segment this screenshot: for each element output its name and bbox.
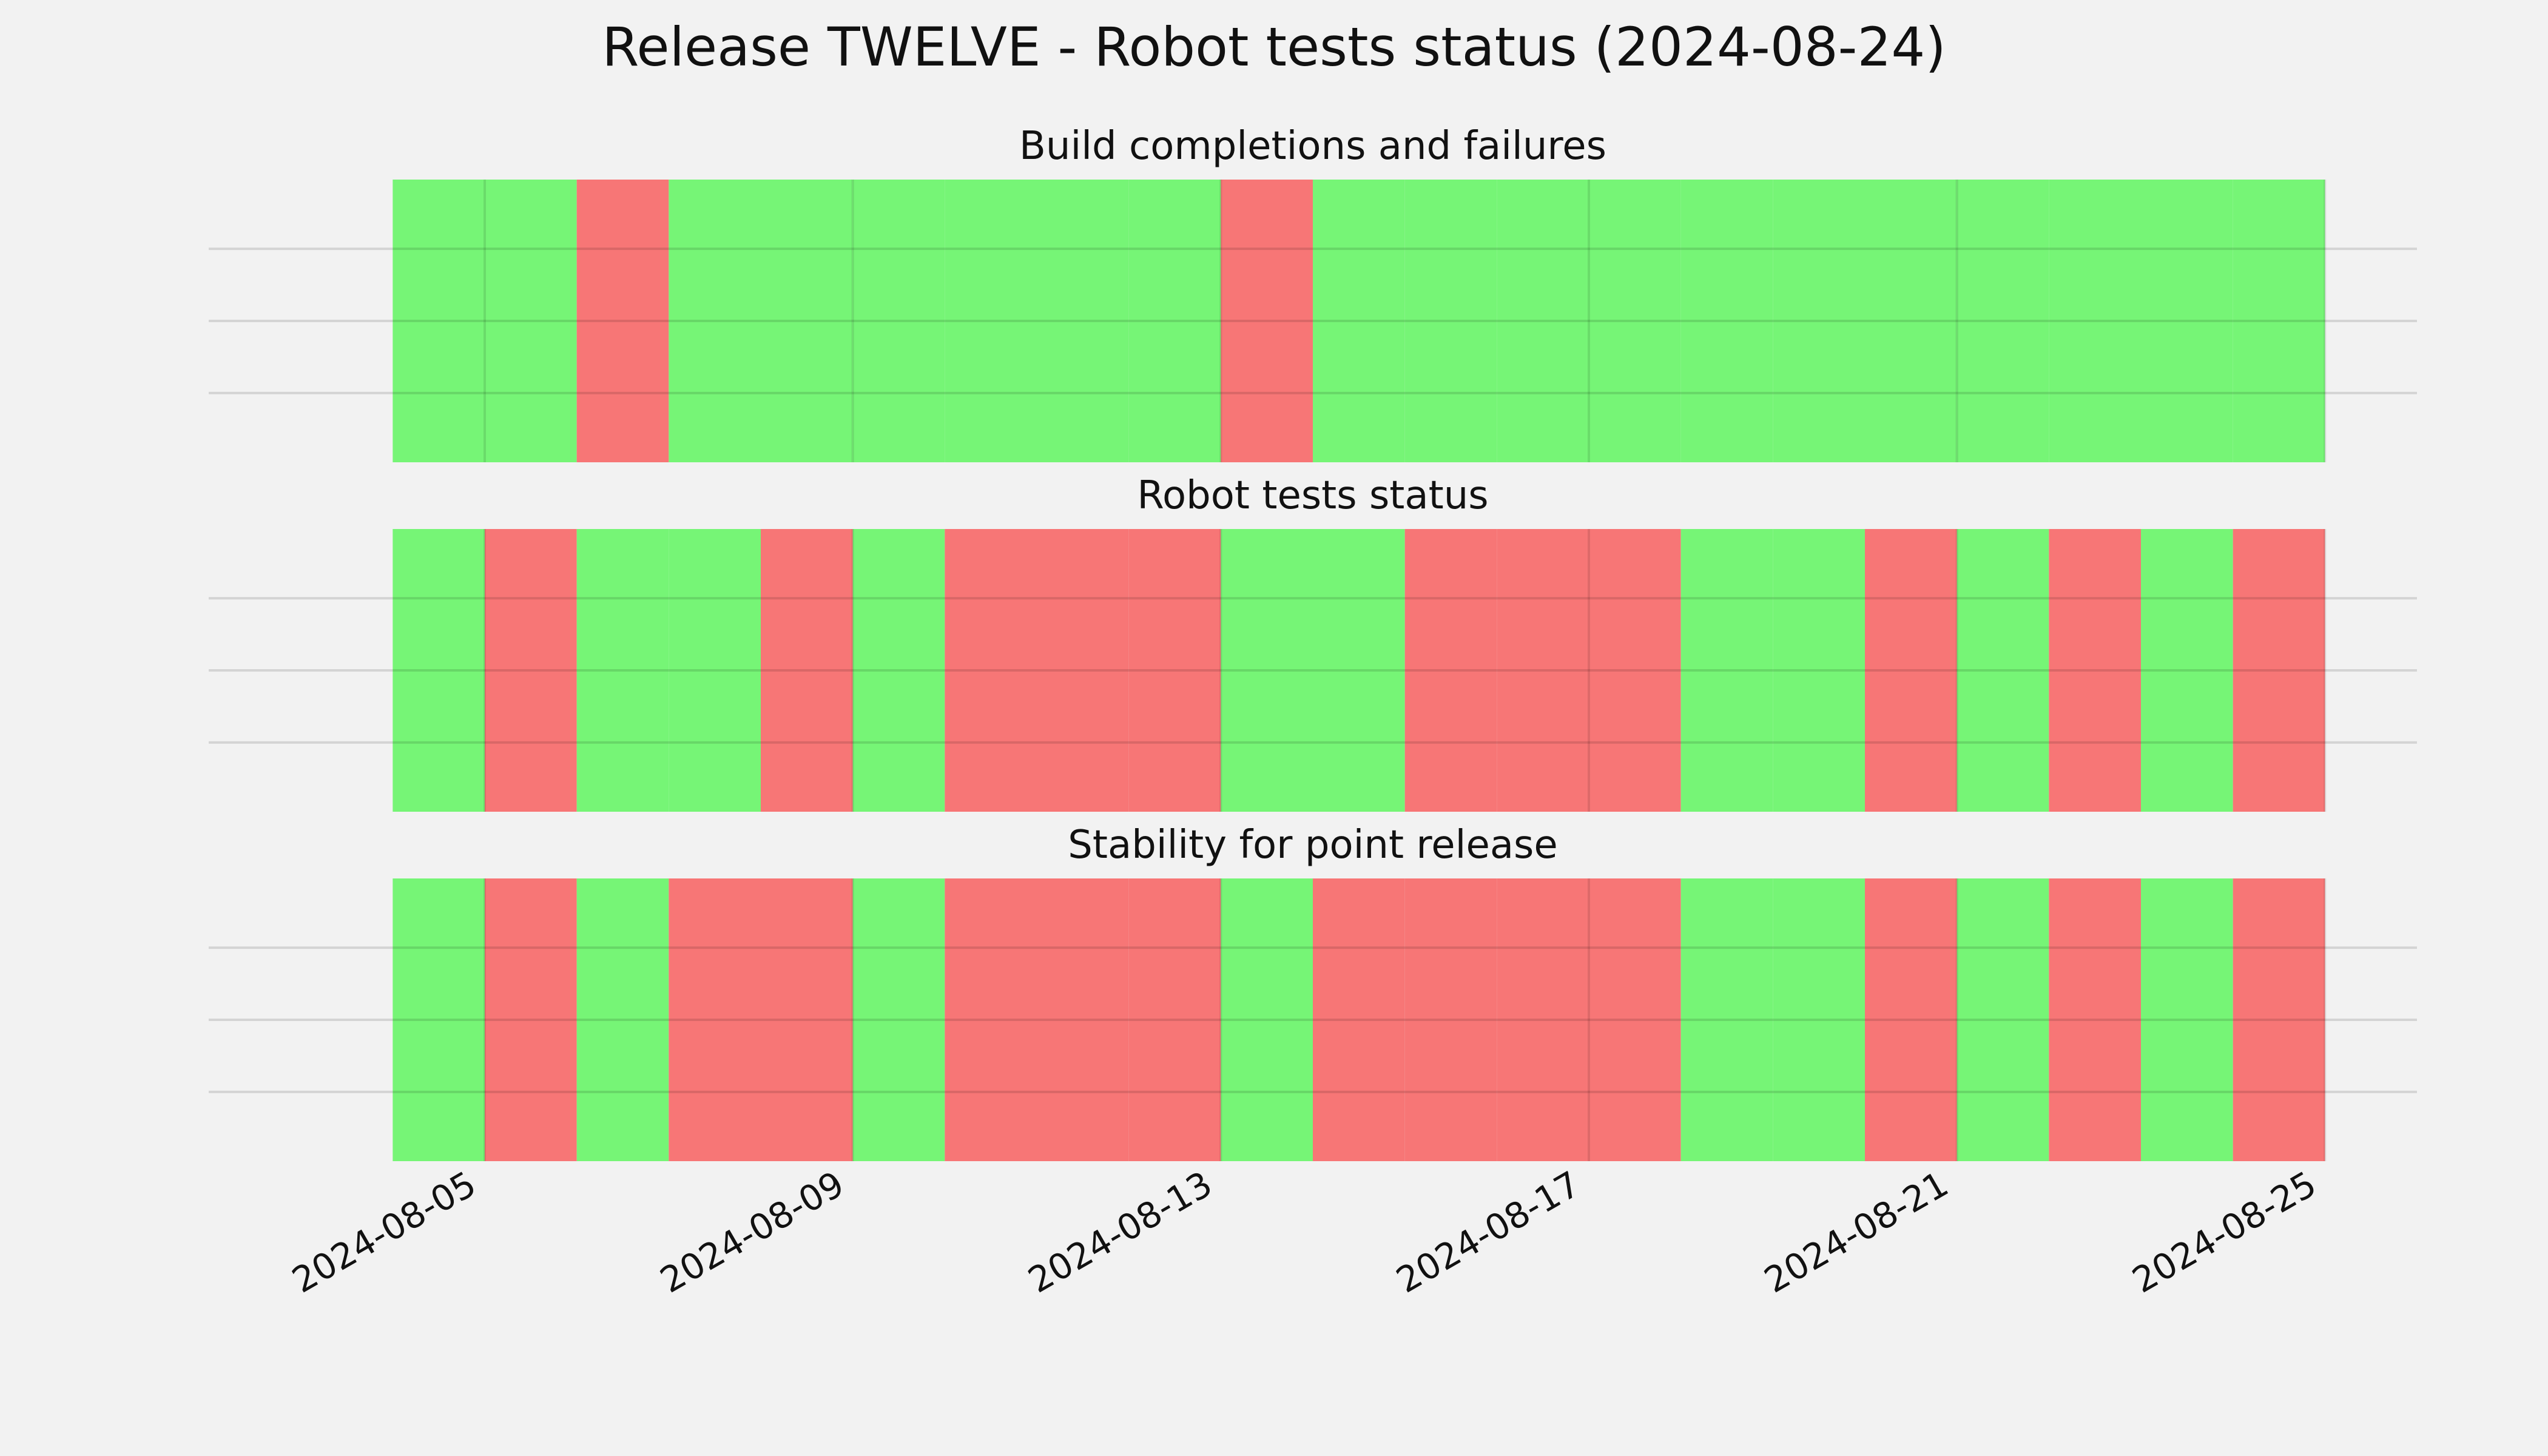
day-bar-fail	[1404, 878, 1497, 1161]
day-bar-fail	[761, 878, 853, 1161]
day-bar-pass	[1497, 180, 1589, 462]
day-bar-fail	[2049, 529, 2141, 812]
day-bar-fail	[1221, 180, 1313, 462]
day-bar-pass	[1773, 180, 1865, 462]
x-tick-label: 2024-08-13	[1021, 1163, 1219, 1301]
x-tick-label: 2024-08-17	[1389, 1163, 1587, 1301]
day-bar-pass	[1680, 878, 1773, 1161]
day-bar-fail	[945, 529, 1037, 812]
panel-title: Build completions and failures	[1019, 124, 1606, 169]
day-bar-pass	[485, 180, 577, 462]
x-tick-label: 2024-08-25	[2125, 1163, 2323, 1301]
panel-1: Build completions and failures	[209, 124, 2417, 462]
day-bar-pass	[393, 878, 485, 1161]
day-bar-pass	[2141, 529, 2233, 812]
day-bar-fail	[669, 878, 761, 1161]
day-bar-pass	[761, 180, 853, 462]
day-bar-fail	[485, 529, 577, 812]
x-axis: 2024-08-05 2024-08-09 2024-08-13 2024-08-17…	[285, 1163, 2323, 1301]
chart-title: Release TWELVE - Robot tests status (202…	[602, 16, 1946, 78]
day-bar-pass	[1313, 529, 1405, 812]
panel-3: Stability for point release	[209, 823, 2417, 1161]
day-bar-pass	[1221, 878, 1313, 1161]
day-bar-fail	[2049, 878, 2141, 1161]
day-bar-pass	[669, 529, 761, 812]
panel-2: Robot tests status	[209, 473, 2417, 812]
day-bar-pass	[1680, 180, 1773, 462]
day-bar-pass	[1956, 180, 2049, 462]
day-bar-fail	[1128, 529, 1221, 812]
day-bar-pass	[576, 878, 669, 1161]
day-bar-pass	[1221, 529, 1313, 812]
day-bar-fail	[1404, 529, 1497, 812]
day-bar-fail	[1589, 529, 1681, 812]
day-bar-pass	[1865, 180, 1957, 462]
day-bar-pass	[852, 529, 945, 812]
day-bar-fail	[1497, 878, 1589, 1161]
x-tick-label: 2024-08-09	[653, 1163, 851, 1301]
day-bar-pass	[576, 529, 669, 812]
day-bar-pass	[393, 180, 485, 462]
day-bar-fail	[1128, 878, 1221, 1161]
day-bar-pass	[1773, 529, 1865, 812]
day-bar-pass	[1313, 180, 1405, 462]
day-bar-fail	[761, 529, 853, 812]
day-bar-pass	[2141, 180, 2233, 462]
day-bar-pass	[2233, 180, 2325, 462]
day-bar-pass	[393, 529, 485, 812]
panel-title: Robot tests status	[1137, 473, 1488, 518]
day-bar-pass	[852, 878, 945, 1161]
day-bar-fail	[1497, 529, 1589, 812]
day-bar-fail	[2233, 529, 2325, 812]
x-tick-label: 2024-08-05	[285, 1163, 483, 1301]
x-tick-label: 2024-08-21	[1758, 1163, 1955, 1301]
day-bar-fail	[1865, 529, 1957, 812]
panels-group: Build completions and failures Robot test…	[209, 124, 2417, 1161]
day-bar-fail	[1037, 878, 1129, 1161]
day-bar-fail	[1589, 878, 1681, 1161]
day-bar-fail	[1865, 878, 1957, 1161]
panel-title: Stability for point release	[1068, 823, 1558, 868]
day-bar-pass	[1589, 180, 1681, 462]
day-bar-pass	[669, 180, 761, 462]
day-bar-pass	[2141, 878, 2233, 1161]
day-bar-fail	[2233, 878, 2325, 1161]
day-bar-pass	[1128, 180, 1221, 462]
day-bar-pass	[1037, 180, 1129, 462]
day-bar-pass	[1773, 878, 1865, 1161]
day-bar-pass	[1404, 180, 1497, 462]
day-bar-pass	[1680, 529, 1773, 812]
day-bar-fail	[945, 878, 1037, 1161]
day-bar-fail	[1313, 878, 1405, 1161]
day-bar-pass	[1956, 529, 2049, 812]
day-bar-pass	[2049, 180, 2141, 462]
day-bar-fail	[576, 180, 669, 462]
day-bar-fail	[1037, 529, 1129, 812]
day-bar-pass	[1956, 878, 2049, 1161]
day-bar-fail	[485, 878, 577, 1161]
day-bar-pass	[945, 180, 1037, 462]
day-bar-pass	[852, 180, 945, 462]
